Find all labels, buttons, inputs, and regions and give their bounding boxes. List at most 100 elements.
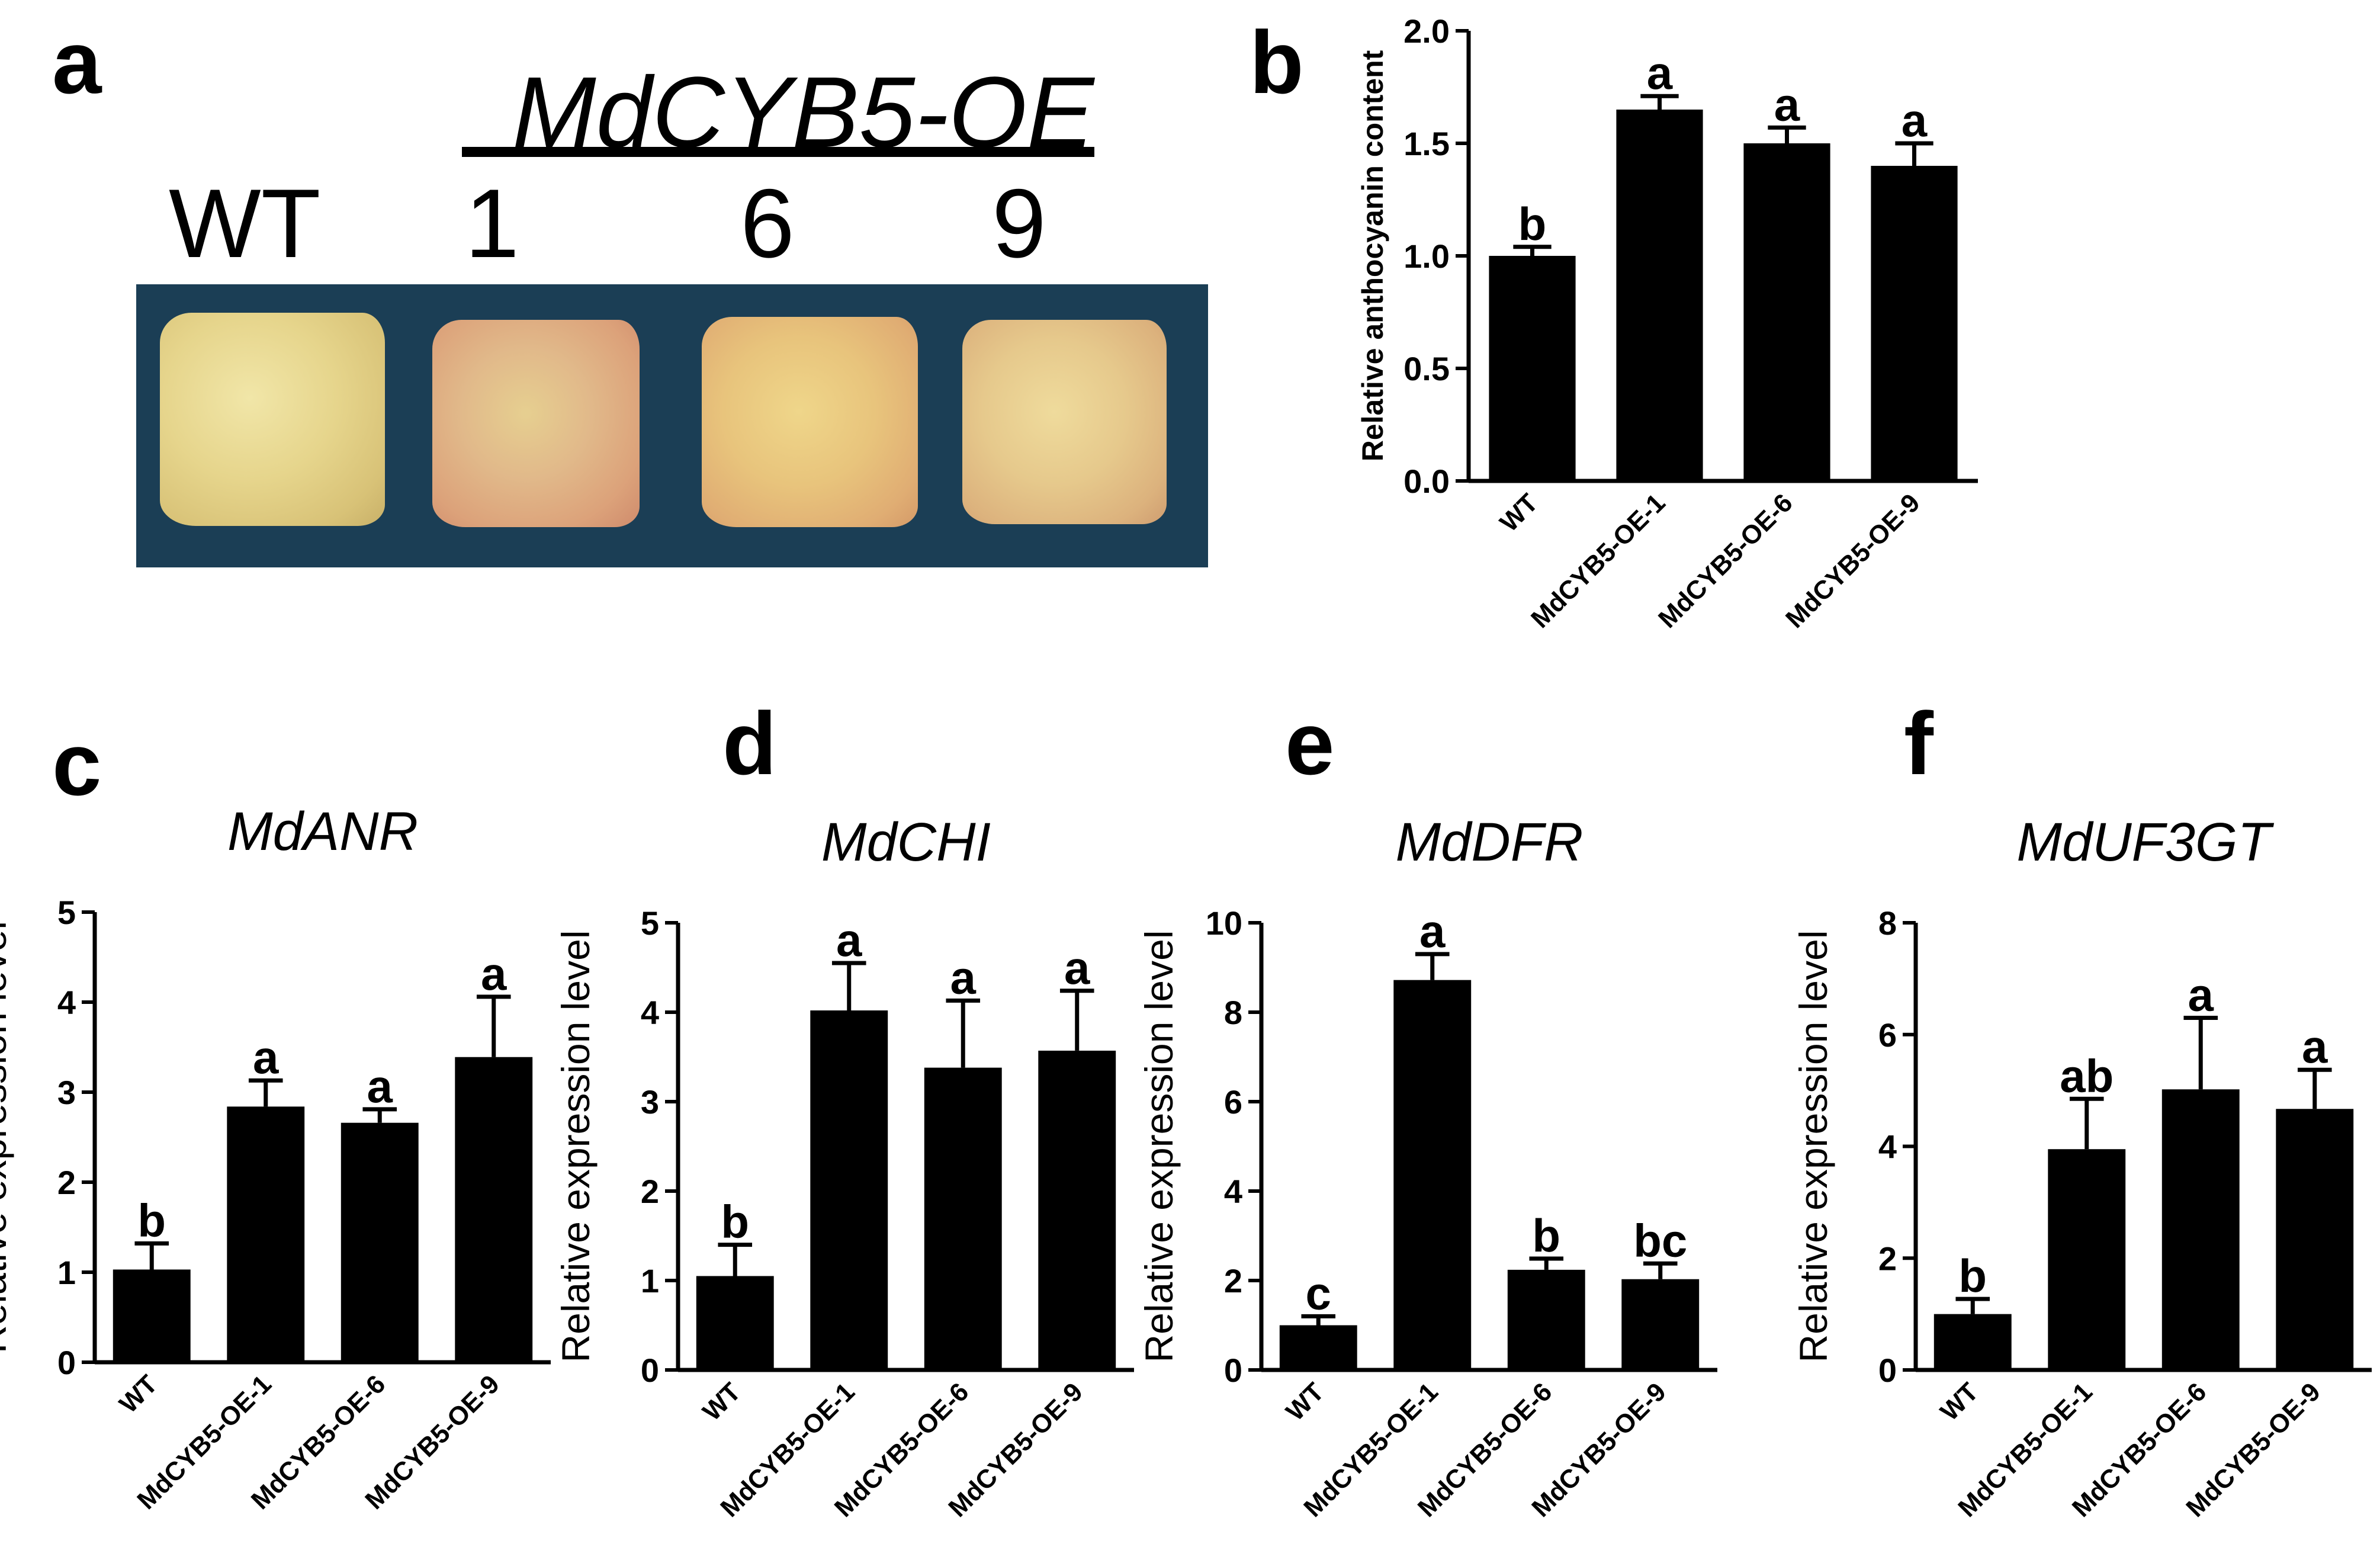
panel-letter-f: f xyxy=(1904,694,1933,793)
y-tick-label: 2 xyxy=(641,1173,659,1210)
y-tick-label: 0 xyxy=(1878,1352,1897,1389)
callus-oe-9 xyxy=(962,320,1167,524)
y-tick-label: 4 xyxy=(1878,1128,1897,1166)
bar xyxy=(1489,256,1576,481)
y-tick-label: 3 xyxy=(57,1074,76,1111)
significance-label: a xyxy=(950,951,977,1003)
y-axis-label: Relative expression level xyxy=(1137,930,1181,1362)
bar xyxy=(810,1010,888,1370)
significance-label: a xyxy=(1419,905,1446,957)
bar xyxy=(1871,166,1958,481)
bar xyxy=(1621,1279,1700,1370)
bar xyxy=(455,1057,533,1362)
label-line-9: 9 xyxy=(992,169,1046,278)
y-tick-label: 0.5 xyxy=(1403,350,1450,387)
bar xyxy=(1279,1325,1357,1370)
bar xyxy=(1743,143,1830,481)
y-tick-label: 0 xyxy=(641,1352,659,1389)
bar xyxy=(341,1122,419,1362)
y-tick-label: 10 xyxy=(1206,904,1242,942)
significance-label: b xyxy=(137,1194,166,1246)
y-tick-label: 4 xyxy=(1224,1173,1242,1210)
callus-photo xyxy=(136,284,1208,567)
significance-label: a xyxy=(2302,1021,2328,1073)
y-tick-label: 2.0 xyxy=(1403,12,1450,50)
bar xyxy=(696,1276,774,1370)
significance-label: b xyxy=(721,1196,749,1248)
y-tick-label: 1.5 xyxy=(1403,125,1450,162)
y-tick-label: 6 xyxy=(1224,1083,1242,1121)
bar xyxy=(1933,1314,2012,1370)
y-tick-label: 0 xyxy=(1224,1352,1242,1389)
significance-label: a xyxy=(836,914,862,966)
overexpression-underline xyxy=(462,147,1094,157)
chart-title: MdCHI xyxy=(821,812,991,872)
y-tick-label: 0.0 xyxy=(1403,463,1450,500)
significance-label: b xyxy=(1532,1209,1560,1262)
y-tick-label: 5 xyxy=(641,904,659,942)
panel-letter-c: c xyxy=(52,714,102,814)
x-tick-label: WT xyxy=(1935,1377,1984,1426)
bar xyxy=(1038,1050,1116,1370)
bar xyxy=(227,1106,305,1362)
bar xyxy=(2161,1089,2240,1370)
y-tick-label: 4 xyxy=(57,984,76,1021)
bar xyxy=(113,1269,191,1362)
y-axis-label: Relative expression level xyxy=(0,921,14,1353)
y-tick-label: 1 xyxy=(57,1254,76,1291)
bar xyxy=(2276,1109,2354,1370)
bar xyxy=(1393,980,1472,1370)
panel-letter-b: b xyxy=(1250,12,1304,112)
overexpression-title: MdCYB5-OE xyxy=(512,56,1094,169)
y-tick-label: 2 xyxy=(1878,1240,1897,1277)
y-axis-label: Relative anthocyanin content xyxy=(1356,50,1389,461)
significance-label: a xyxy=(1647,47,1673,99)
y-tick-label: 2 xyxy=(57,1164,76,1201)
significance-label: a xyxy=(1902,94,1928,146)
panel-letter-e: e xyxy=(1285,694,1335,793)
chart-title: MdDFR xyxy=(1396,812,1584,872)
callus-wt xyxy=(160,313,385,526)
y-tick-label: 8 xyxy=(1224,994,1242,1031)
significance-label: a xyxy=(253,1031,279,1083)
panel-letter-a: a xyxy=(52,12,102,112)
significance-label: a xyxy=(2188,968,2214,1021)
y-tick-label: 8 xyxy=(1878,904,1897,942)
y-tick-label: 1.0 xyxy=(1403,238,1450,275)
label-line-1: 1 xyxy=(465,169,519,278)
significance-label: a xyxy=(1774,78,1800,130)
chart-title: MdUF3GT xyxy=(2016,812,2274,872)
significance-label: a xyxy=(1064,942,1090,994)
chart-title: MdANR xyxy=(227,801,418,862)
y-tick-label: 4 xyxy=(641,994,659,1031)
significance-label: c xyxy=(1306,1267,1331,1319)
significance-label: a xyxy=(481,948,507,1000)
y-tick-label: 1 xyxy=(641,1262,659,1299)
significance-label: a xyxy=(367,1060,393,1112)
label-line-6: 6 xyxy=(740,169,795,278)
bar xyxy=(924,1067,1002,1370)
y-axis-label: Relative expression level xyxy=(1791,930,1835,1362)
label-wt: WT xyxy=(169,169,321,278)
panel-letter-d: d xyxy=(722,694,777,793)
callus-oe-1 xyxy=(432,320,640,527)
y-tick-label: 3 xyxy=(641,1083,659,1121)
y-tick-label: 6 xyxy=(1878,1016,1897,1054)
bar xyxy=(1616,110,1703,481)
significance-label: b xyxy=(1958,1250,1987,1302)
callus-oe-6 xyxy=(702,317,918,527)
bar xyxy=(2048,1149,2126,1370)
bar xyxy=(1507,1269,1585,1370)
y-axis-label: Relative expression level xyxy=(554,930,598,1362)
y-tick-label: 0 xyxy=(57,1344,76,1381)
y-tick-label: 2 xyxy=(1224,1262,1242,1299)
significance-label: bc xyxy=(1633,1214,1687,1266)
significance-label: b xyxy=(1518,198,1547,250)
y-tick-label: 5 xyxy=(57,894,76,931)
significance-label: ab xyxy=(2060,1050,2114,1102)
